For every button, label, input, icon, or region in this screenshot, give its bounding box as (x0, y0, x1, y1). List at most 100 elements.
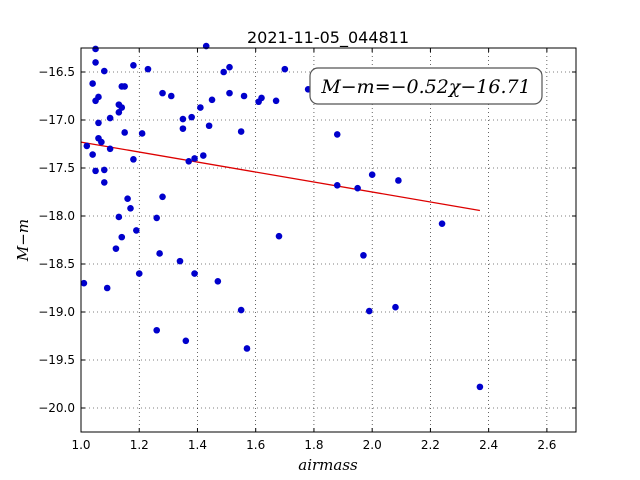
data-point (205, 122, 213, 130)
axis-ticks (80, 48, 576, 432)
data-point (188, 113, 195, 121)
y-tick-label: −17.0 (38, 113, 75, 127)
data-point (392, 303, 399, 311)
data-point (226, 63, 233, 71)
data-point (476, 383, 484, 391)
data-point (130, 61, 137, 69)
data-point (240, 92, 248, 100)
data-point (199, 152, 207, 159)
data-point (368, 171, 376, 179)
data-point (95, 93, 102, 101)
data-point (106, 114, 114, 122)
y-tick-label: −18.0 (38, 209, 75, 223)
data-point (92, 59, 99, 66)
data-point (100, 67, 108, 75)
data-point (208, 96, 216, 104)
data-point (80, 279, 88, 287)
data-point (167, 92, 175, 100)
data-point (124, 195, 131, 203)
data-point (118, 104, 126, 111)
data-point (159, 89, 166, 97)
data-point (179, 125, 187, 132)
data-point (92, 167, 99, 175)
data-point (112, 245, 120, 252)
data-point (176, 257, 184, 265)
data-point (272, 97, 280, 105)
x-axis-label: airmass (298, 456, 358, 474)
fit-line-layer (80, 141, 481, 212)
data-point (226, 89, 233, 97)
data-point (237, 128, 245, 135)
data-point (237, 306, 245, 314)
data-point (100, 179, 108, 186)
data-point (185, 157, 193, 165)
x-tick-label: 2.4 (479, 438, 498, 452)
data-point (121, 129, 128, 136)
data-point (135, 270, 143, 277)
data-point (258, 94, 265, 102)
data-point (95, 119, 102, 127)
data-point (333, 181, 341, 189)
x-tick-label: 2.6 (537, 438, 556, 452)
y-tick-label: −18.5 (38, 257, 75, 271)
x-tick-label: 1.0 (71, 438, 90, 452)
equation-box-frame (309, 67, 543, 105)
data-point (281, 65, 289, 73)
fit-line (80, 141, 481, 212)
data-point (144, 65, 152, 73)
data-points (80, 42, 484, 391)
data-point (83, 142, 91, 150)
y-tick-label: −19.5 (38, 353, 75, 367)
data-point (243, 345, 251, 352)
data-point (220, 68, 227, 76)
x-tick-label: 2.0 (363, 438, 382, 452)
data-point (153, 214, 161, 222)
data-point (138, 130, 146, 137)
data-point (197, 104, 204, 111)
data-point (159, 193, 166, 201)
data-point (191, 155, 198, 162)
y-tick-label: −20.0 (38, 401, 75, 415)
data-point (182, 337, 190, 345)
data-point (333, 131, 341, 138)
data-point (100, 166, 108, 174)
data-point (275, 232, 283, 240)
data-point (115, 213, 123, 221)
data-point (214, 277, 222, 285)
equation-annotation: M−m=−0.52χ−16.71 (320, 76, 530, 98)
data-point (191, 270, 198, 277)
data-point (89, 80, 96, 87)
data-point (354, 184, 361, 192)
plot-frame (80, 47, 577, 433)
x-tick-labels: 1.0 1.2 1.4 1.6 1.8 2.0 2.2 2.4 2.6 (71, 438, 556, 452)
data-point (153, 326, 161, 334)
equation-box: M−m=−0.52χ−16.71 (309, 67, 543, 105)
x-tick-label: 1.8 (304, 438, 323, 452)
y-axis-label: M−m (14, 219, 32, 262)
x-tick-label: 2.2 (421, 438, 440, 452)
data-point (179, 115, 187, 123)
y-tick-labels: −16.5 −17.0 −17.5 −18.0 −18.5 −19.0 −19.5 −20.0 (38, 65, 75, 415)
data-point (127, 205, 134, 212)
data-point (360, 252, 367, 259)
data-point (395, 177, 402, 184)
x-tick-label: 1.4 (188, 438, 207, 452)
chart-title: 2021-11-05_044811 (247, 28, 409, 48)
y-tick-label: −16.5 (38, 65, 75, 79)
data-point (118, 233, 126, 241)
x-tick-label: 1.6 (246, 438, 265, 452)
data-point (98, 138, 105, 146)
x-tick-label: 1.2 (130, 438, 149, 452)
y-tick-label: −19.0 (38, 305, 75, 319)
data-point (106, 145, 114, 153)
data-point (130, 156, 137, 163)
data-point (365, 307, 373, 315)
data-point (115, 109, 123, 116)
data-point (89, 151, 96, 158)
data-point (103, 284, 111, 292)
data-point (121, 83, 128, 90)
data-point (438, 220, 446, 227)
data-point (156, 250, 163, 257)
data-point (92, 45, 99, 53)
